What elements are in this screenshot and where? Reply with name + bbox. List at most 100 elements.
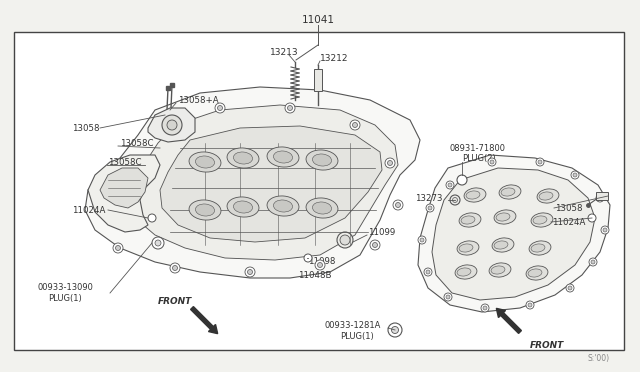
Circle shape xyxy=(571,171,579,179)
Text: 00933-1281A: 00933-1281A xyxy=(325,321,381,330)
Circle shape xyxy=(601,226,609,234)
Ellipse shape xyxy=(459,213,481,227)
Circle shape xyxy=(388,323,402,337)
Circle shape xyxy=(528,303,532,307)
Text: 11024A: 11024A xyxy=(552,218,586,227)
Circle shape xyxy=(285,103,295,113)
Circle shape xyxy=(526,301,534,309)
Circle shape xyxy=(385,158,395,168)
Circle shape xyxy=(448,183,452,187)
Circle shape xyxy=(457,175,467,185)
Ellipse shape xyxy=(499,185,521,199)
Circle shape xyxy=(340,235,350,245)
Ellipse shape xyxy=(459,244,473,252)
Ellipse shape xyxy=(533,216,547,224)
Circle shape xyxy=(566,284,574,292)
Circle shape xyxy=(483,306,487,310)
Text: 13213: 13213 xyxy=(270,48,299,57)
Text: 13212: 13212 xyxy=(320,54,349,62)
Text: FRONT: FRONT xyxy=(158,298,192,307)
Ellipse shape xyxy=(539,192,553,200)
FancyArrow shape xyxy=(497,308,522,333)
Ellipse shape xyxy=(273,151,292,163)
Ellipse shape xyxy=(457,241,479,255)
Ellipse shape xyxy=(455,265,477,279)
Ellipse shape xyxy=(227,197,259,217)
Circle shape xyxy=(596,194,604,202)
Text: 11099: 11099 xyxy=(368,228,396,237)
Text: 11048B: 11048B xyxy=(298,270,332,279)
Ellipse shape xyxy=(501,188,515,196)
Circle shape xyxy=(113,243,123,253)
Ellipse shape xyxy=(457,268,471,276)
Circle shape xyxy=(167,120,177,130)
Text: 08931-71800: 08931-71800 xyxy=(450,144,506,153)
Ellipse shape xyxy=(464,188,486,202)
Ellipse shape xyxy=(306,150,338,170)
Circle shape xyxy=(589,258,597,266)
Bar xyxy=(596,192,608,200)
Ellipse shape xyxy=(312,154,332,166)
Ellipse shape xyxy=(531,244,545,252)
Circle shape xyxy=(603,228,607,232)
Ellipse shape xyxy=(234,201,253,213)
Circle shape xyxy=(393,200,403,210)
Circle shape xyxy=(353,122,358,128)
Ellipse shape xyxy=(195,156,214,168)
Circle shape xyxy=(420,238,424,242)
Circle shape xyxy=(387,160,392,166)
Circle shape xyxy=(598,196,602,200)
Circle shape xyxy=(304,254,312,262)
Ellipse shape xyxy=(528,269,542,277)
Ellipse shape xyxy=(234,152,253,164)
Circle shape xyxy=(148,214,156,222)
Ellipse shape xyxy=(492,238,514,252)
Circle shape xyxy=(170,263,180,273)
Circle shape xyxy=(350,120,360,130)
Ellipse shape xyxy=(306,198,338,218)
Circle shape xyxy=(450,195,460,205)
Circle shape xyxy=(155,240,161,246)
Circle shape xyxy=(536,158,544,166)
Polygon shape xyxy=(128,105,398,260)
Text: PLUG(1): PLUG(1) xyxy=(48,294,82,302)
Circle shape xyxy=(372,243,378,247)
Circle shape xyxy=(591,260,595,264)
Circle shape xyxy=(115,246,120,250)
Circle shape xyxy=(424,268,432,276)
Ellipse shape xyxy=(189,200,221,220)
Polygon shape xyxy=(160,126,382,242)
Circle shape xyxy=(538,160,542,164)
Text: 13058+A: 13058+A xyxy=(178,96,219,105)
Ellipse shape xyxy=(227,148,259,168)
Ellipse shape xyxy=(494,241,508,249)
Text: 13058: 13058 xyxy=(555,203,582,212)
Ellipse shape xyxy=(491,266,505,274)
Circle shape xyxy=(426,270,430,274)
Ellipse shape xyxy=(195,204,214,216)
Ellipse shape xyxy=(189,152,221,172)
Polygon shape xyxy=(100,168,148,208)
Circle shape xyxy=(152,237,164,249)
Circle shape xyxy=(428,206,432,210)
Text: 13058C: 13058C xyxy=(120,138,154,148)
Circle shape xyxy=(315,260,325,270)
Circle shape xyxy=(446,181,454,189)
Ellipse shape xyxy=(267,147,299,167)
Circle shape xyxy=(568,286,572,290)
Circle shape xyxy=(418,236,426,244)
Circle shape xyxy=(248,269,253,275)
Circle shape xyxy=(215,103,225,113)
Circle shape xyxy=(488,158,496,166)
Polygon shape xyxy=(85,87,420,278)
Ellipse shape xyxy=(466,191,480,199)
Circle shape xyxy=(162,115,182,135)
Text: 13058C: 13058C xyxy=(108,157,141,167)
Ellipse shape xyxy=(312,202,332,214)
Bar xyxy=(14,32,624,350)
Text: 13058: 13058 xyxy=(72,124,99,132)
Text: PLUG(1): PLUG(1) xyxy=(340,331,374,340)
Text: 11098: 11098 xyxy=(308,257,335,266)
Ellipse shape xyxy=(494,210,516,224)
Ellipse shape xyxy=(531,213,553,227)
